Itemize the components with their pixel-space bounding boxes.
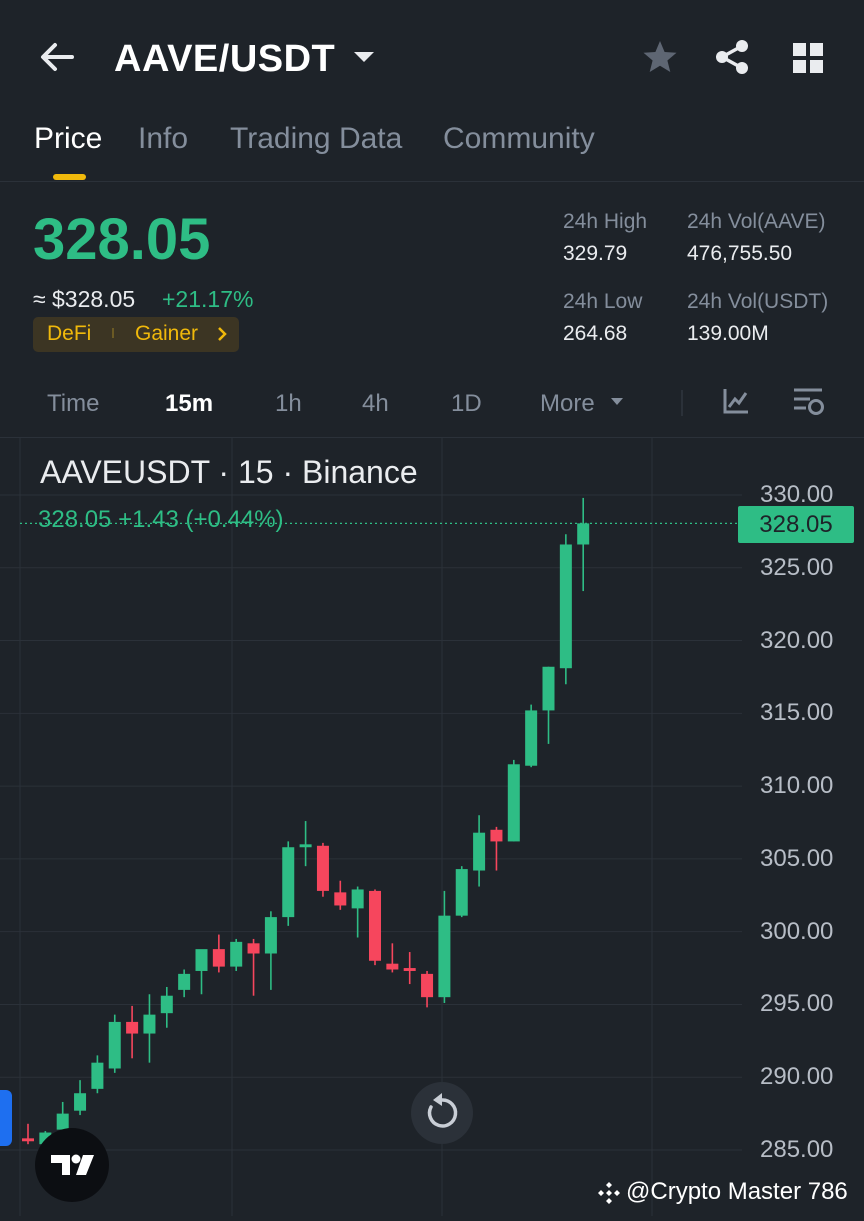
candle-body — [108, 1021, 121, 1069]
candle-body — [264, 917, 277, 954]
candle-body — [282, 847, 295, 918]
last-price-tag: 328.05 — [738, 506, 854, 543]
caret-down-icon[interactable] — [352, 50, 376, 64]
candle-body — [577, 523, 590, 545]
tab-trading-data[interactable]: Trading Data — [230, 122, 403, 155]
candle-body — [212, 949, 225, 967]
y-axis-tick-label: 330.00 — [760, 481, 834, 508]
candle-body — [455, 869, 468, 916]
binance-icon — [598, 1182, 620, 1204]
candle-body — [247, 943, 260, 954]
interval-1h[interactable]: 1h — [275, 390, 302, 417]
candle-body — [160, 995, 173, 1014]
last-price: 328.05 — [33, 207, 211, 272]
tab-info[interactable]: Info — [138, 122, 189, 155]
interval-15m[interactable]: 15m — [165, 390, 214, 417]
candle-body — [507, 764, 520, 842]
candle-body — [421, 973, 434, 998]
candle-body — [525, 710, 538, 766]
interval-time[interactable]: Time — [47, 390, 100, 417]
candle-body — [74, 1093, 87, 1111]
chart-top-divider — [0, 437, 864, 438]
more-caret-icon[interactable] — [610, 397, 624, 406]
y-axis-tick-label: 310.00 — [760, 772, 834, 800]
high-label: 24h High — [563, 210, 648, 233]
chart-title: AAVEUSDT · 15 · Binance — [40, 454, 418, 490]
vol-base-label: 24h Vol(AAVE) — [687, 210, 826, 233]
tabs-divider — [0, 181, 864, 182]
chart-area[interactable] — [0, 438, 864, 1216]
tag-gainer[interactable]: Gainer — [135, 322, 199, 345]
candle-body — [178, 973, 191, 990]
candle-body — [438, 915, 451, 998]
watermark: @Crypto Master 786 — [626, 1178, 848, 1205]
share-icon[interactable] — [714, 38, 750, 76]
drawing-panel-handle[interactable] — [0, 1090, 12, 1146]
candle-body — [369, 890, 381, 961]
candle-body — [195, 949, 208, 971]
reset-chart-button[interactable] — [411, 1082, 473, 1144]
candle-body — [299, 844, 312, 848]
refresh-icon — [427, 1093, 458, 1128]
y-axis-tick-label: 315.00 — [760, 699, 834, 727]
tab-price[interactable]: Price — [34, 122, 103, 155]
tag-separator — [112, 328, 114, 338]
arrow-left-icon[interactable] — [38, 40, 76, 74]
candle-body — [490, 829, 503, 842]
y-axis-tick-label: 300.00 — [760, 917, 834, 945]
usd-price: ≈ $328.05 — [33, 286, 136, 312]
tradingview-logo — [35, 1128, 109, 1202]
candle-body — [230, 941, 243, 967]
y-axis-tick-label: 295.00 — [760, 990, 834, 1018]
candlestick-chart[interactable] — [0, 438, 864, 1216]
y-axis-tick-label: 325.00 — [760, 553, 834, 581]
candle-body — [316, 845, 329, 891]
star-icon[interactable] — [642, 40, 678, 74]
tradingview-icon — [51, 1154, 94, 1175]
interval-4h[interactable]: 4h — [362, 390, 389, 417]
candle-body — [403, 968, 416, 971]
candle-body — [473, 832, 486, 871]
active-tab-indicator — [53, 174, 86, 180]
chart-subtitle: 328.05 +1.43 (+0.44%) — [38, 506, 284, 533]
pair-title[interactable]: AAVE/USDT — [114, 38, 336, 80]
y-axis-tick-label: 305.00 — [760, 844, 834, 872]
tag-box[interactable] — [33, 317, 239, 352]
candle-body — [559, 544, 572, 669]
low-label: 24h Low — [563, 290, 643, 313]
interval-divider — [681, 390, 683, 416]
tab-community[interactable]: Community — [443, 122, 595, 155]
change-percent: +21.17% — [162, 286, 254, 312]
high-value: 329.79 — [563, 242, 628, 265]
chart-settings-icon[interactable] — [792, 386, 826, 418]
vol-base-value: 476,755.50 — [687, 242, 793, 265]
candle-body — [56, 1113, 69, 1130]
candle-body — [542, 666, 555, 711]
candle-body — [22, 1138, 34, 1142]
tag-defi[interactable]: DeFi — [47, 322, 92, 345]
candle-body — [351, 889, 364, 909]
candle-body — [334, 892, 347, 906]
chevron-right-icon — [218, 327, 227, 341]
candle-body — [91, 1062, 104, 1089]
vol-quote-label: 24h Vol(USDT) — [687, 290, 829, 313]
interval-1d[interactable]: 1D — [451, 390, 482, 417]
y-axis-tick-label: 320.00 — [760, 626, 834, 654]
vol-quote-value: 139.00M — [687, 322, 769, 345]
y-axis-tick-label: 290.00 — [760, 1063, 834, 1091]
candle-body — [143, 1014, 156, 1034]
candle-body — [386, 963, 399, 970]
indicator-icon[interactable] — [722, 387, 750, 415]
grid-icon[interactable] — [792, 42, 824, 74]
low-value: 264.68 — [563, 322, 628, 345]
y-axis-tick-label: 285.00 — [760, 1136, 834, 1163]
candle-body — [126, 1021, 139, 1034]
interval-more[interactable]: More — [540, 390, 595, 417]
